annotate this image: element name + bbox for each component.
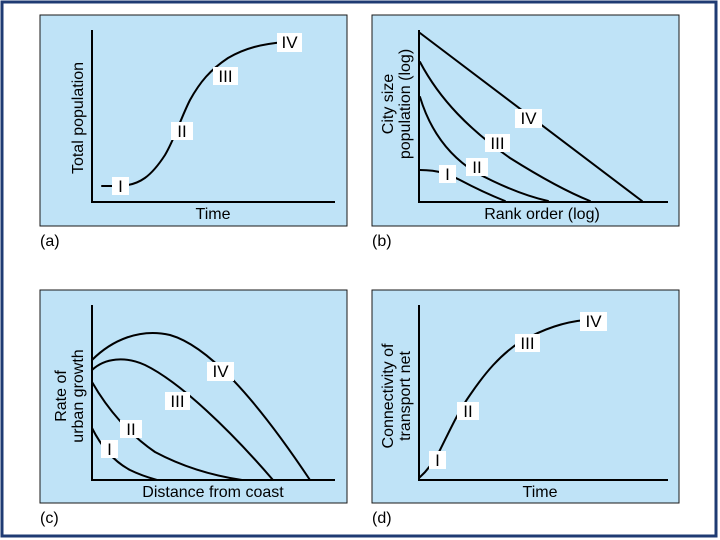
panel-c-ylabel-line-2: urban growth: [70, 349, 87, 442]
panel-c-stage-3: III: [165, 392, 190, 411]
panel-c-letter: (c): [40, 510, 59, 527]
panel-d-stage-2-label: II: [463, 402, 472, 421]
panel-c-stage-1: I: [101, 440, 118, 459]
panel-b-stage-4-label: IV: [520, 109, 537, 128]
panel-b-ylabel-line-2: population (log): [397, 49, 414, 159]
panel-a-xlabel: Time: [196, 206, 231, 223]
panel-c-stage-1-label: I: [107, 440, 112, 459]
panel-d-background: [371, 289, 680, 504]
panel-b-curve-1: [419, 169, 506, 202]
panel-d: I II III IV Time Connectivity of transpo…: [371, 289, 680, 504]
panel-d-stage-3: III: [515, 334, 540, 353]
panel-a-axes: [91, 30, 335, 203]
panel-b-stage-4: IV: [515, 109, 542, 128]
panel-a-stage-1-label: I: [118, 177, 123, 196]
panel-d-stage-2: II: [457, 402, 479, 421]
panel-d-xlabel: Time: [523, 484, 558, 501]
panel-c-xlabel: Distance from coast: [142, 484, 284, 501]
panel-d-stage-1-label: I: [435, 451, 440, 470]
panel-b-ylabel-line-1: City size: [380, 74, 397, 135]
panel-c: I II III IV Distance from coast Rate of …: [39, 289, 348, 504]
panel-a-letter: (a): [40, 233, 60, 250]
panel-c-axes: [91, 305, 335, 481]
panel-a-stage-2: II: [171, 122, 193, 141]
panel-b-letter: (b): [372, 233, 392, 250]
panel-b-axes: [418, 30, 668, 203]
panel-a-stage-4-label: IV: [281, 33, 298, 52]
panel-c-curve-2: [91, 381, 243, 481]
panel-c-ylabel-line-1: Rate of: [53, 370, 70, 422]
panel-c-stage-4: IV: [207, 362, 234, 381]
panel-d-ylabel-line-2: transport net: [397, 351, 414, 441]
panel-c-stage-2-label: II: [126, 420, 135, 439]
panel-d-stage-1: I: [429, 451, 446, 470]
panel-a-stage-4: IV: [277, 33, 302, 52]
panel-c-curve-4: [91, 331, 311, 481]
panel-a-ylabel: Total population: [70, 62, 87, 174]
panel-c-curve-3: [91, 358, 274, 481]
panel-d-ylabel-line-1: Connectivity of: [380, 343, 397, 448]
panel-d-stage-3-label: III: [520, 334, 534, 353]
panel-b-curve-3: [419, 61, 591, 202]
panel-b-stage-1: I: [439, 165, 456, 184]
panel-d-letter: (d): [372, 510, 392, 527]
panel-b-stage-2-label: II: [472, 158, 481, 177]
panel-a-stage-3: III: [213, 67, 238, 86]
panel-a-curve: [101, 41, 286, 187]
panel-b-stage-1-label: I: [445, 165, 450, 184]
panel-a-stage-2-label: II: [177, 122, 186, 141]
panel-c-stage-2: II: [120, 420, 142, 439]
panel-a-stage-1: I: [112, 177, 129, 196]
panel-b-stage-3: III: [485, 134, 510, 153]
panel-d-axes: [418, 305, 668, 481]
panel-b-xlabel: Rank order (log): [484, 206, 600, 223]
panel-b-stage-2: II: [466, 158, 488, 177]
panel-c-stage-3-label: III: [170, 392, 184, 411]
panel-a: I II III IV Time Total population: [39, 14, 348, 227]
panel-b-stage-3-label: III: [490, 134, 504, 153]
panel-b: I II III IV Rank order (log) City size p…: [371, 14, 680, 227]
panel-d-stage-4-label: IV: [585, 312, 602, 331]
panel-d-stage-4: IV: [580, 312, 607, 331]
panel-c-stage-4-label: IV: [212, 362, 229, 381]
panel-a-stage-3-label: III: [218, 67, 232, 86]
